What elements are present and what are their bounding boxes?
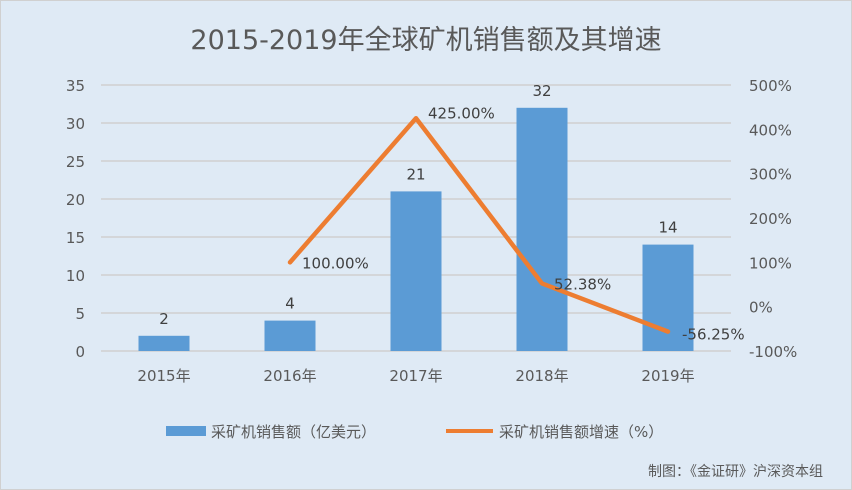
left-tick-label: 0 [75, 343, 85, 361]
legend-bar-swatch [166, 426, 206, 436]
line-data-label: 100.00% [302, 254, 369, 272]
left-tick-label: 25 [66, 153, 85, 171]
right-tick-label: 0% [749, 299, 773, 317]
left-tick-label: 20 [66, 191, 85, 209]
left-tick-label: 10 [66, 267, 85, 285]
legend-bar-label: 采矿机销售额（亿美元） [211, 423, 376, 441]
growth-line [287, 116, 671, 334]
source-note: 制图：《金证研》沪深资本组 [648, 464, 823, 480]
x-tick-label: 2016年 [263, 367, 316, 385]
right-tick-label: 100% [749, 254, 792, 272]
chart-title: 2015-2019年全球矿机销售额及其增速 [190, 25, 661, 56]
right-tick-label: 200% [749, 210, 792, 228]
x-tick-label: 2015年 [137, 367, 190, 385]
line-data-label: 52.38% [554, 275, 611, 293]
line-data-label: -56.25% [682, 326, 745, 344]
legend: 采矿机销售额（亿美元） 采矿机销售额增速（%） [166, 423, 663, 441]
bar-data-label: 21 [406, 165, 425, 183]
left-tick-label: 30 [66, 115, 85, 133]
x-tick-label: 2017年 [389, 367, 442, 385]
line-data-label: 425.00% [428, 104, 495, 122]
right-tick-label: 500% [749, 77, 792, 95]
bar-data-label: 4 [285, 295, 295, 313]
x-tick-label: 2018年 [515, 367, 568, 385]
bar [516, 107, 568, 351]
legend-line-label: 采矿机销售额增速（%） [499, 423, 663, 441]
right-tick-label: 300% [749, 166, 792, 184]
bar [390, 191, 442, 351]
bar-data-label: 14 [658, 219, 677, 237]
bar [138, 335, 190, 351]
bar-data-label: 2 [159, 310, 169, 328]
bar-data-label: 32 [532, 82, 551, 100]
bar [264, 320, 316, 351]
right-tick-label: -100% [749, 343, 797, 361]
right-tick-label: 400% [749, 121, 792, 139]
left-tick-label: 5 [75, 305, 85, 323]
x-tick-label: 2019年 [641, 367, 694, 385]
left-tick-label: 15 [66, 229, 85, 247]
left-tick-label: 35 [66, 77, 85, 95]
